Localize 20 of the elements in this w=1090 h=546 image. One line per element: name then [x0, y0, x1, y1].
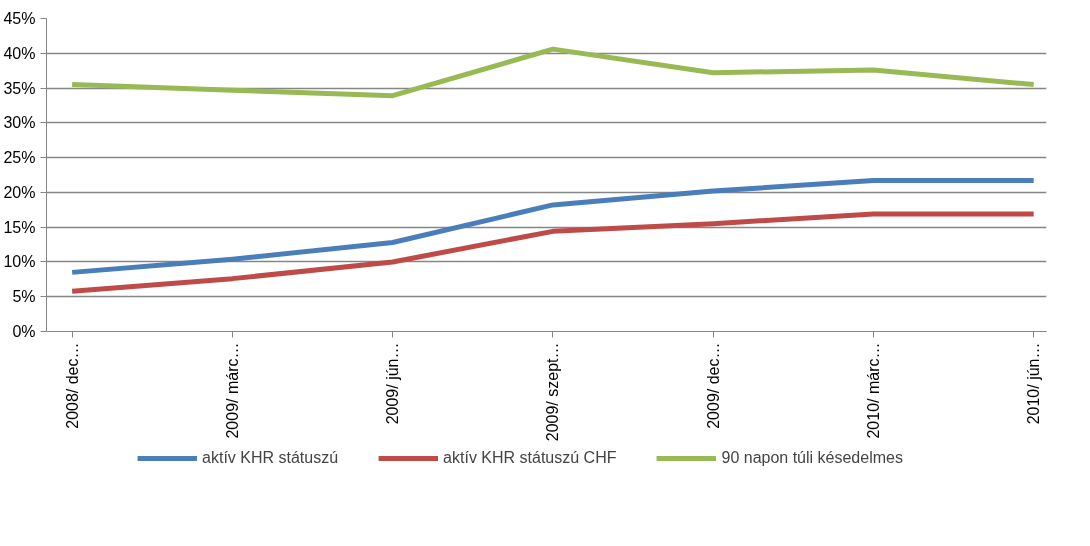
x-tick-label: 2009/ jún… [384, 342, 402, 425]
x-tick-label: 2009/ dec… [704, 342, 722, 429]
legend-label: aktív KHR státuszú CHF [443, 449, 617, 467]
legend-label: aktív KHR státuszú [202, 449, 339, 467]
y-tick-label: 20% [3, 183, 36, 201]
y-tick-label: 10% [3, 253, 36, 271]
x-tick-label: 2010/ márc… [864, 342, 882, 439]
y-tick-label: 15% [3, 218, 36, 236]
y-tick-label: 35% [3, 79, 36, 97]
x-tick-label: 2009/ szept… [544, 342, 562, 442]
y-tick-label: 5% [12, 288, 36, 306]
x-tick-label: 2010/ jún… [1025, 342, 1043, 425]
y-tick-label: 25% [3, 149, 36, 167]
y-tick-label: 45% [3, 10, 36, 27]
y-tick-label: 0% [12, 323, 36, 340]
legend-label: 90 napon túli késedelmes [721, 449, 903, 467]
y-tick-label: 40% [3, 44, 36, 62]
x-tick-label: 2008/ dec… [63, 342, 81, 429]
x-tick-label: 2009/ márc… [223, 342, 241, 439]
y-tick-label: 30% [3, 114, 36, 132]
